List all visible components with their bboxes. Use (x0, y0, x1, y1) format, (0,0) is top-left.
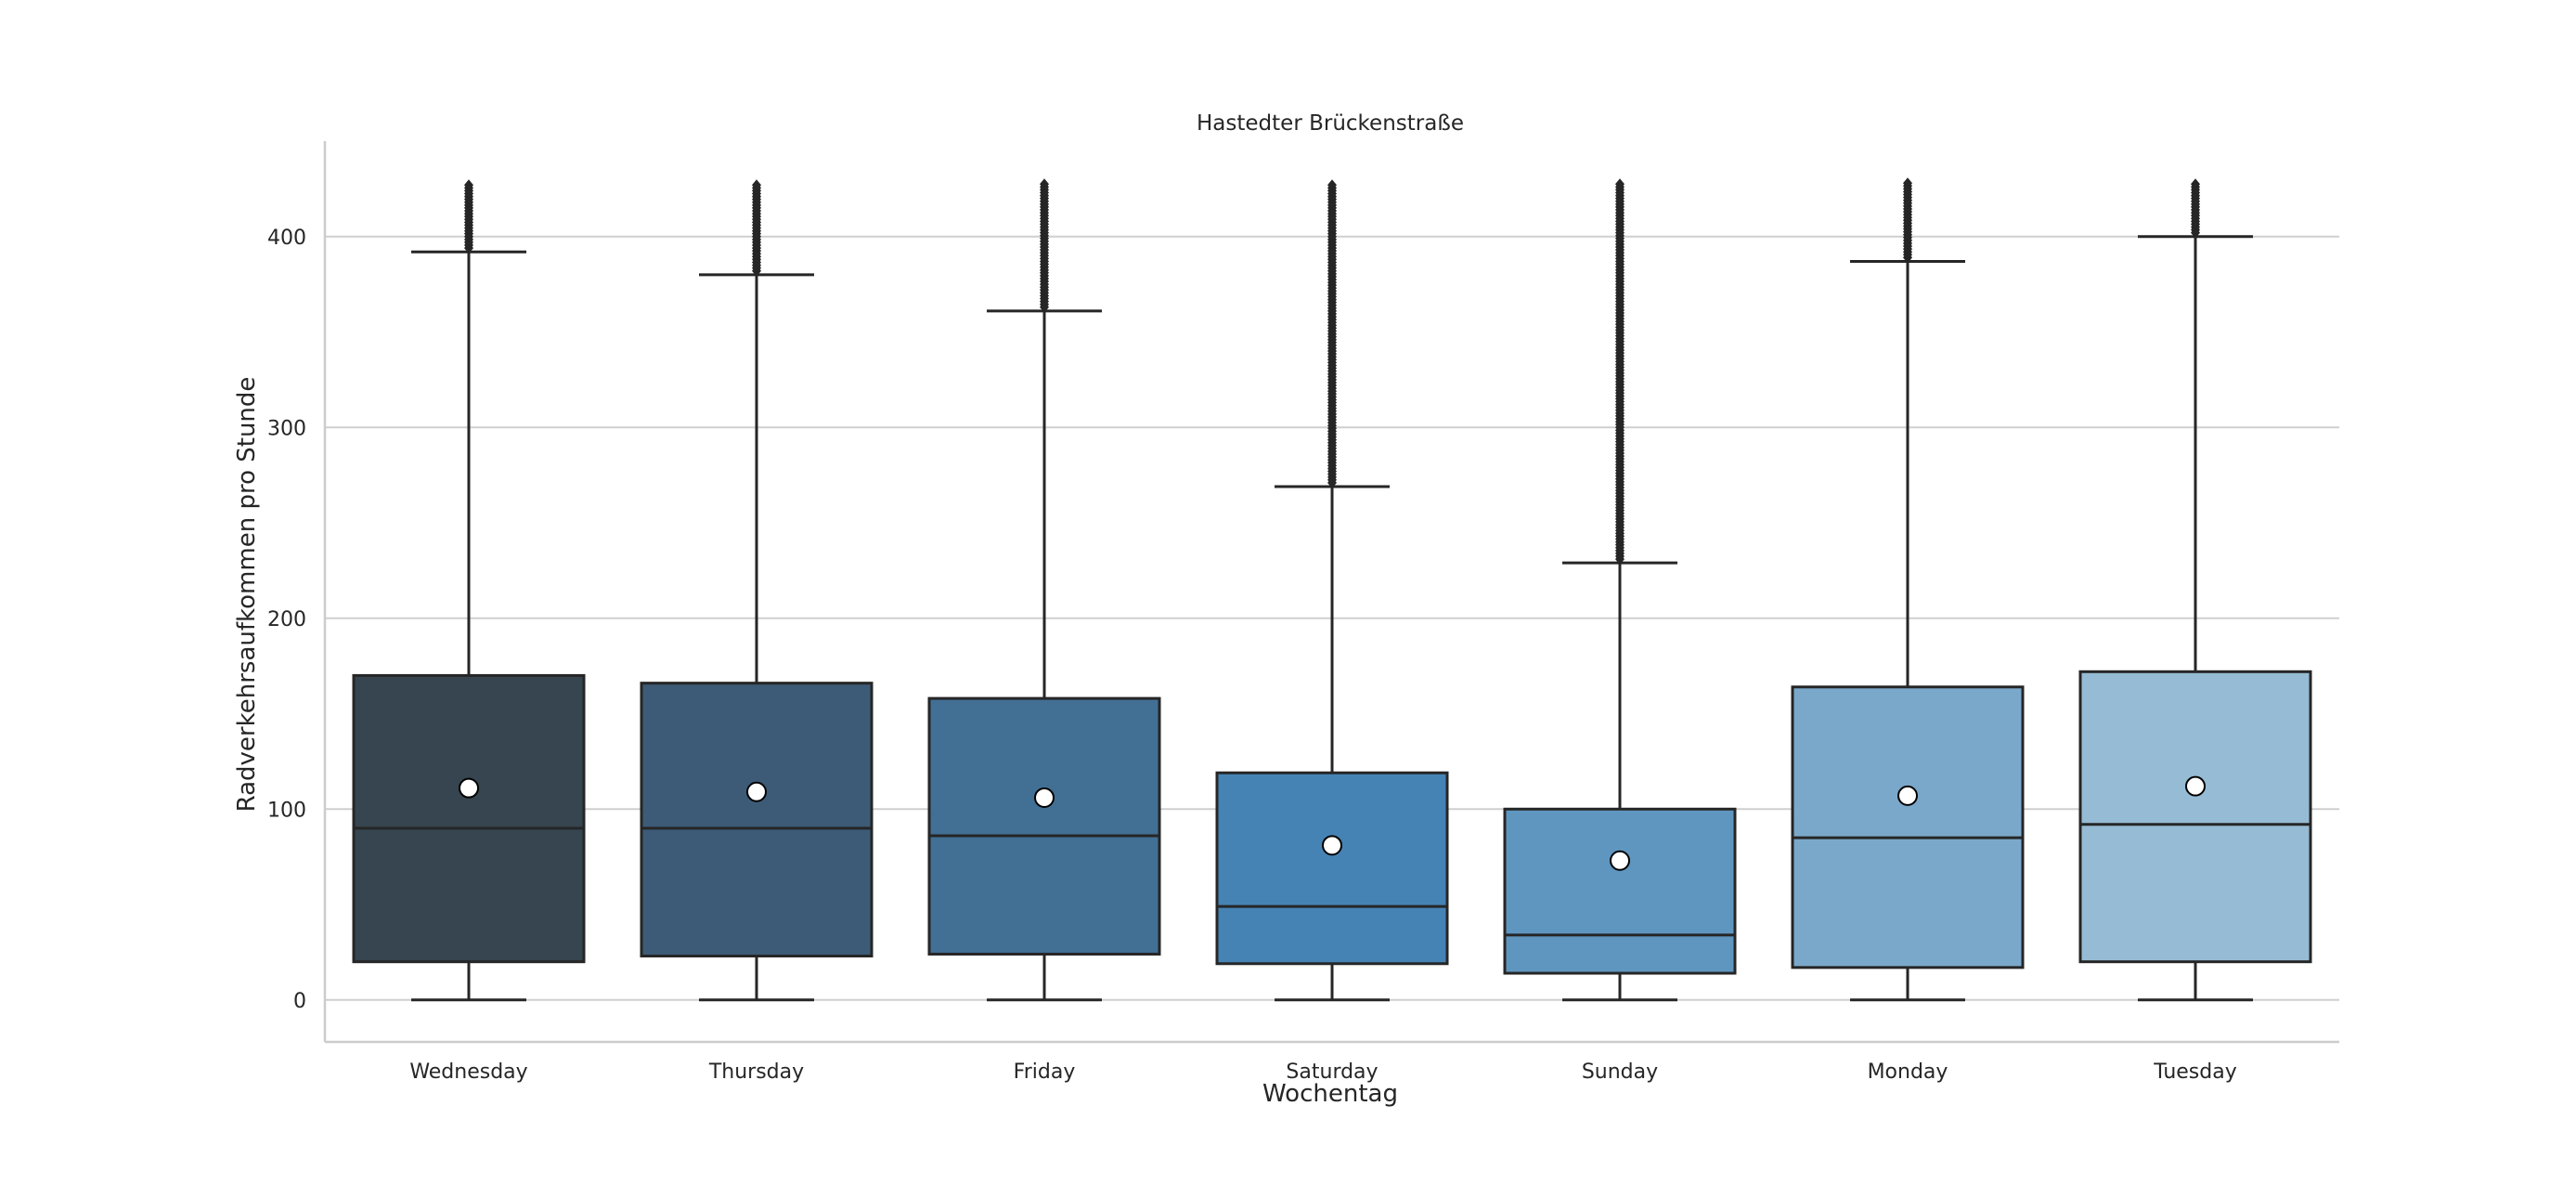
x-tick-label: Tuesday (2153, 1060, 2237, 1084)
outlier-markers (752, 179, 761, 277)
x-tick-label: Wednesday (409, 1060, 527, 1084)
outlier-point (752, 179, 761, 191)
box-friday (927, 178, 1161, 1002)
outlier-point (1327, 179, 1337, 191)
x-tick-label: Sunday (1582, 1060, 1658, 1084)
box-monday (1791, 177, 2025, 1002)
mean-marker (746, 781, 767, 802)
box-tuesday (2078, 178, 2312, 1002)
outlier-point (1903, 177, 1912, 189)
outlier-markers (2191, 178, 2200, 239)
iqr-box (352, 673, 586, 964)
outlier-point (2191, 178, 2200, 190)
iqr-box (927, 696, 1161, 956)
y-tick-label: 100 (267, 799, 306, 822)
mean-marker (1897, 785, 1918, 806)
mean-marker (1034, 787, 1055, 808)
outlier-point (1040, 178, 1049, 190)
mean-marker (2185, 775, 2206, 797)
y-tick-label: 400 (267, 227, 306, 250)
mean-marker (1322, 835, 1342, 856)
y-tick-label: 300 (267, 417, 306, 440)
outlier-markers (1903, 177, 1912, 264)
outlier-markers (1040, 178, 1049, 313)
iqr-box (1791, 685, 2025, 969)
chart-title: Hastedter Brückenstraße (1197, 111, 1464, 136)
iqr-box (640, 682, 874, 958)
box-thursday (640, 179, 874, 1002)
x-tick-label: Saturday (1286, 1060, 1378, 1084)
x-tick-label: Monday (1868, 1060, 1948, 1084)
iqr-box (1215, 771, 1449, 966)
x-axis-title: Wochentag (1262, 1080, 1398, 1108)
box-wednesday (352, 179, 586, 1002)
x-tick-label: Thursday (708, 1060, 804, 1084)
mean-marker (1610, 850, 1630, 871)
y-tick-label: 0 (293, 990, 306, 1013)
box-saturday (1215, 179, 1449, 1002)
iqr-box (1503, 807, 1737, 975)
box-sunday (1503, 178, 1737, 1002)
y-axis-title: Radverkehrsaufkommen pro Stunde (233, 377, 261, 813)
outlier-markers (1615, 178, 1625, 566)
outlier-markers (1327, 179, 1337, 488)
outlier-point (1615, 178, 1625, 190)
iqr-box (2078, 670, 2312, 964)
x-tick-label: Friday (1014, 1060, 1076, 1084)
outlier-point (464, 179, 473, 191)
y-tick-label: 200 (267, 608, 306, 631)
mean-marker (459, 777, 479, 799)
outlier-markers (464, 179, 473, 254)
